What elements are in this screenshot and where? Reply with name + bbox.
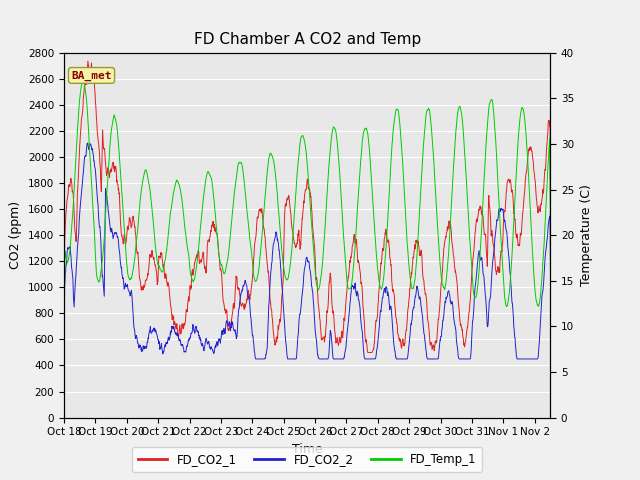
X-axis label: Time: Time [292, 443, 323, 456]
FD_Temp_1 [60, 329, 68, 335]
FD_CO2_1 [364, 349, 372, 355]
Line: FD_CO2_1: FD_CO2_1 [64, 61, 550, 352]
Line: FD_CO2_2: FD_CO2_2 [64, 143, 550, 359]
FD_CO2_2 [245, 294, 253, 300]
FD_Temp_1 [201, 185, 209, 191]
FD_CO2_1 [148, 249, 156, 255]
FD_Temp_1 [157, 267, 164, 273]
FD_Temp_1 [148, 203, 156, 208]
Y-axis label: CO2 (ppm): CO2 (ppm) [10, 201, 22, 269]
FD_CO2_1 [84, 58, 92, 64]
FD_CO2_2 [148, 330, 156, 336]
FD_CO2_1 [429, 345, 436, 350]
FD_CO2_2 [252, 356, 260, 362]
FD_CO2_2 [60, 351, 68, 357]
FD_Temp_1 [79, 78, 87, 84]
FD_Temp_1 [428, 136, 436, 142]
FD_CO2_1 [60, 328, 68, 334]
Legend: FD_CO2_1, FD_CO2_2, FD_Temp_1: FD_CO2_1, FD_CO2_2, FD_Temp_1 [132, 447, 483, 472]
Y-axis label: Temperature (C): Temperature (C) [580, 184, 593, 286]
FD_CO2_2 [429, 356, 436, 362]
Line: FD_Temp_1: FD_Temp_1 [64, 81, 550, 332]
FD_CO2_1 [483, 253, 490, 259]
FD_Temp_1 [483, 139, 490, 144]
FD_CO2_2 [547, 264, 554, 270]
FD_CO2_2 [157, 344, 164, 350]
FD_CO2_2 [201, 344, 209, 350]
FD_CO2_2 [483, 309, 490, 315]
FD_CO2_1 [201, 265, 209, 271]
Text: BA_met: BA_met [71, 71, 112, 81]
FD_CO2_1 [157, 250, 164, 255]
Title: FD Chamber A CO2 and Temp: FD Chamber A CO2 and Temp [193, 33, 421, 48]
FD_Temp_1 [245, 225, 253, 231]
FD_CO2_1 [547, 191, 554, 197]
FD_CO2_2 [84, 140, 92, 146]
FD_CO2_1 [245, 292, 253, 298]
FD_Temp_1 [547, 225, 554, 231]
